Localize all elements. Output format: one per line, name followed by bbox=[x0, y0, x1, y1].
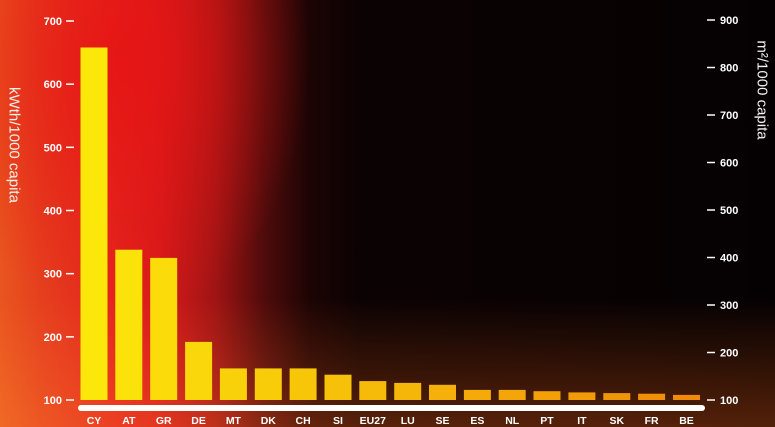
bar-pt bbox=[533, 391, 561, 400]
bar-it bbox=[568, 392, 596, 400]
left-y-tick-label: 600 bbox=[44, 79, 62, 91]
bar-lu bbox=[394, 382, 422, 400]
x-tick-label-se: SE bbox=[435, 415, 449, 427]
left-y-tick-label: 200 bbox=[44, 332, 62, 344]
right-y-axis-label: m²/1000 capita bbox=[753, 40, 771, 140]
x-axis-baseline bbox=[78, 405, 705, 411]
right-y-tick-label: 600 bbox=[720, 158, 738, 170]
bar-ch bbox=[289, 368, 317, 400]
bar-sk bbox=[603, 393, 631, 400]
right-y-tick-label: 900 bbox=[720, 15, 738, 27]
right-y-tick-label: 300 bbox=[720, 300, 738, 312]
right-y-tick-label: 700 bbox=[720, 110, 738, 122]
left-y-tick-label: 500 bbox=[44, 142, 62, 154]
right-y-tick-label: 400 bbox=[720, 253, 738, 265]
x-tick-label-ch: CH bbox=[296, 415, 311, 427]
x-tick-label-es: ES bbox=[470, 415, 484, 427]
x-tick-label-eu27: EU27 bbox=[360, 415, 386, 427]
x-tick-label-sk: SK bbox=[610, 415, 625, 427]
bar-de bbox=[185, 341, 213, 400]
bar-gr bbox=[150, 257, 178, 400]
right-y-tick-label: 500 bbox=[720, 205, 738, 217]
bar-se bbox=[429, 384, 456, 400]
bar-eu27 bbox=[359, 381, 387, 400]
x-tick-label-lu: LU bbox=[401, 415, 415, 427]
left-y-tick-label: 700 bbox=[44, 16, 62, 28]
left-y-tick-label: 100 bbox=[44, 395, 62, 407]
left-y-tick-label: 300 bbox=[44, 269, 62, 281]
right-y-tick-label: 100 bbox=[720, 395, 738, 407]
x-tick-label-dk: DK bbox=[261, 415, 277, 427]
bar-es bbox=[463, 389, 491, 400]
x-tick-label-nl: NL bbox=[505, 415, 520, 427]
right-y-axis: 100 200 300 400 500 600 700 800 900 bbox=[707, 15, 738, 407]
bar-at bbox=[115, 249, 143, 400]
x-axis-labels: CY AT GR DE MT DK CH SI EU27 LU SE ES NL PT IT SK FR BE bbox=[87, 415, 694, 427]
x-tick-label-be: BE bbox=[679, 415, 694, 427]
x-tick-label-gr: GR bbox=[156, 415, 172, 427]
x-tick-label-mt: MT bbox=[226, 415, 242, 427]
x-tick-label-it: IT bbox=[577, 415, 587, 427]
x-tick-label-pt: PT bbox=[540, 415, 554, 427]
bar-dk bbox=[254, 368, 282, 400]
x-tick-label-de: DE bbox=[191, 415, 206, 427]
bar-mt bbox=[219, 368, 247, 400]
bars bbox=[80, 47, 700, 400]
right-y-tick-label: 800 bbox=[720, 63, 738, 75]
x-tick-label-cy: CY bbox=[87, 415, 102, 427]
right-y-tick-label: 200 bbox=[720, 348, 738, 360]
bar-si bbox=[324, 374, 352, 400]
bar-cy bbox=[80, 47, 108, 400]
bar-be bbox=[673, 394, 700, 400]
x-tick-label-at: AT bbox=[122, 415, 136, 427]
bar-fr bbox=[638, 393, 666, 400]
x-tick-label-fr: FR bbox=[645, 415, 659, 427]
x-tick-label-si: SI bbox=[333, 415, 343, 427]
left-y-axis-label: kWth/1000 capita bbox=[5, 87, 23, 203]
left-y-axis: 100 200 300 400 500 600 700 bbox=[44, 16, 74, 407]
left-y-tick-label: 400 bbox=[44, 206, 62, 218]
bar-nl bbox=[498, 389, 526, 400]
